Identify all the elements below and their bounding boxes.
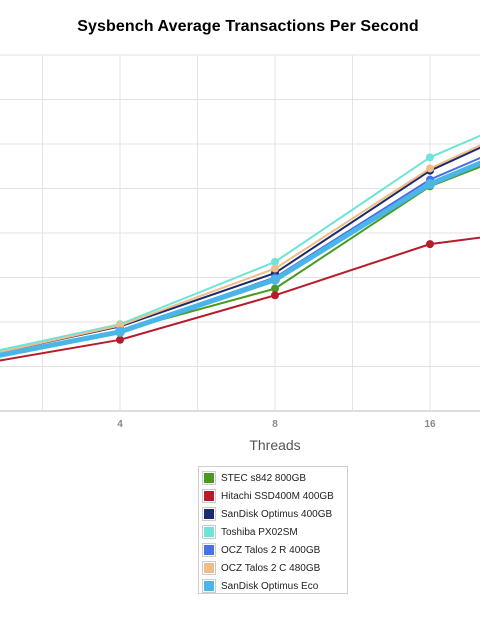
data-point[interactable] <box>426 164 434 173</box>
legend-label: OCZ Talos 2 R 400GB <box>221 544 321 556</box>
legend-swatch <box>202 543 216 557</box>
series-6 <box>0 160 480 358</box>
legend-label: Hitachi SSD400M 400GB <box>221 490 334 502</box>
series-line <box>0 160 480 358</box>
legend-item[interactable]: SanDisk Optimus 400GB <box>202 505 347 523</box>
data-point[interactable] <box>426 153 434 162</box>
data-point[interactable] <box>426 240 434 249</box>
legend-swatch <box>202 471 216 485</box>
legend-swatch <box>202 525 216 539</box>
legend-swatch <box>202 507 216 521</box>
series-line <box>0 165 480 357</box>
legend-label: SanDisk Optimus Eco <box>221 580 319 592</box>
series-0 <box>0 165 480 357</box>
legend-label: Toshiba PX02SM <box>221 526 298 538</box>
legend: STEC s842 800GB Hitachi SSD400M 400GB SanD… <box>198 466 348 594</box>
legend-label: OCZ Talos 2 C 480GB <box>221 562 321 574</box>
series-line <box>0 156 480 357</box>
x-tick-label: 4 <box>117 419 123 430</box>
series-line <box>0 134 480 352</box>
data-point[interactable] <box>425 179 435 190</box>
legend-item[interactable]: STEC s842 800GB <box>202 469 347 487</box>
series-line <box>0 144 480 354</box>
data-point[interactable] <box>271 257 279 266</box>
series-layer <box>0 134 480 362</box>
series-3 <box>0 134 480 352</box>
data-point[interactable] <box>116 335 124 344</box>
legend-item[interactable]: OCZ Talos 2 C 480GB <box>202 559 347 577</box>
series-4 <box>0 156 480 357</box>
series-5 <box>0 144 480 354</box>
x-axis-ticks: 4 8 16 <box>117 419 436 430</box>
x-tick-label: 8 <box>272 419 278 430</box>
legend-item[interactable]: Hitachi SSD400M 400GB <box>202 487 347 505</box>
data-point[interactable] <box>271 291 279 300</box>
series-1 <box>0 236 480 362</box>
legend-swatch <box>202 561 216 575</box>
legend-item[interactable]: Toshiba PX02SM <box>202 523 347 541</box>
series-line <box>0 146 480 354</box>
legend-label: SanDisk Optimus 400GB <box>221 508 333 520</box>
data-point[interactable] <box>271 264 279 273</box>
data-point[interactable] <box>271 284 279 293</box>
legend-item[interactable]: SanDisk Optimus Eco <box>202 577 347 595</box>
data-point[interactable] <box>115 326 125 337</box>
data-point[interactable] <box>270 274 280 285</box>
legend-label: STEC s842 800GB <box>221 472 307 484</box>
legend-swatch <box>202 489 216 503</box>
series-2 <box>0 146 480 354</box>
x-tick-label: 16 <box>424 419 436 430</box>
grid <box>0 54 480 412</box>
chart-title: Sysbench Average Transactions Per Second <box>77 18 419 35</box>
series-line <box>0 236 480 362</box>
legend-item[interactable]: OCZ Talos 2 R 400GB <box>202 541 347 559</box>
x-axis-label: Threads <box>249 437 300 453</box>
legend-swatch <box>202 579 216 593</box>
